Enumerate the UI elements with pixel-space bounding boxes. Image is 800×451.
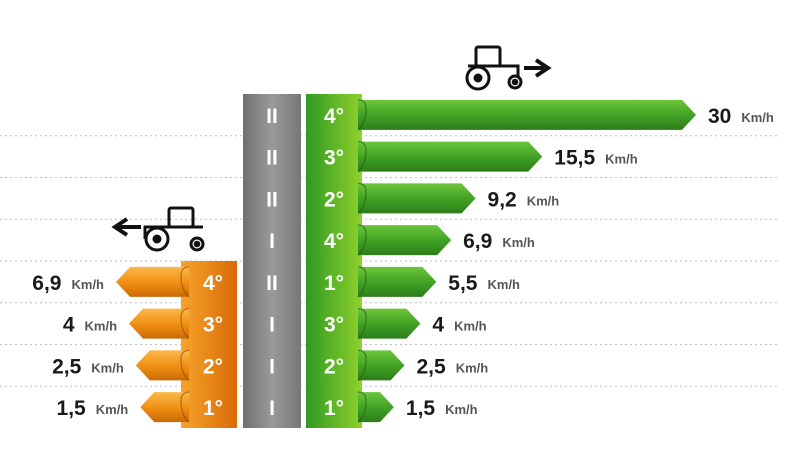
forward-speed-unit: Km/h bbox=[456, 360, 489, 375]
range-label: I bbox=[269, 314, 275, 337]
gridlines bbox=[0, 135, 780, 387]
forward-speed-unit: Km/h bbox=[527, 193, 560, 208]
forward-speed-bar bbox=[358, 266, 437, 297]
range-label: II bbox=[266, 188, 278, 211]
reverse-speed-unit: Km/h bbox=[72, 277, 105, 292]
reverse-speed-unit: Km/h bbox=[96, 402, 129, 417]
forward-gear-label: 1° bbox=[324, 272, 344, 295]
range-label: II bbox=[266, 147, 278, 170]
reverse-gear-column bbox=[181, 261, 237, 428]
forward-speed-unit: Km/h bbox=[605, 152, 638, 167]
range-label: I bbox=[269, 397, 275, 420]
forward-speed-unit: Km/h bbox=[454, 319, 487, 334]
bar-curl bbox=[180, 308, 190, 340]
forward-speed-bar bbox=[358, 141, 543, 172]
reverse-bars bbox=[116, 266, 190, 423]
forward-speed-bar bbox=[358, 183, 476, 214]
forward-bars bbox=[357, 99, 696, 423]
forward-speed-bar bbox=[358, 225, 452, 256]
reverse-speed-bar bbox=[116, 266, 189, 297]
forward-speed-value: 9,2 bbox=[488, 188, 517, 211]
bar-curl bbox=[357, 182, 367, 214]
reverse-speed-unit: Km/h bbox=[85, 319, 118, 334]
forward-speed-value: 2,5 bbox=[417, 355, 447, 378]
bar-curl bbox=[357, 141, 367, 173]
reverse-gear-label: 4° bbox=[203, 272, 223, 295]
range-label: I bbox=[269, 355, 275, 378]
range-label: II bbox=[266, 272, 278, 295]
reverse-gear-label: 3° bbox=[203, 314, 223, 337]
bar-curl bbox=[180, 391, 190, 423]
forward-speed-value: 15,5 bbox=[554, 147, 595, 170]
forward-gear-label: 3° bbox=[324, 147, 344, 170]
forward-speed-bar bbox=[358, 392, 394, 423]
forward-gear-label: 4° bbox=[324, 230, 344, 253]
forward-speed-bar bbox=[358, 350, 405, 381]
bar-curl bbox=[357, 349, 367, 381]
forward-speed-bar bbox=[358, 308, 421, 339]
range-label: I bbox=[269, 230, 275, 253]
chart-labels: 4°II 30 Km/h3°II 15,5 Km/h2°II 9,2 Km/h4°I 6,9 K… bbox=[32, 105, 774, 420]
bar-curl bbox=[357, 308, 367, 340]
reverse-speed-value: 2,5 bbox=[52, 355, 82, 378]
bar-curl bbox=[180, 349, 190, 381]
bar-curl bbox=[180, 266, 190, 298]
forward-gear-label: 3° bbox=[324, 314, 344, 337]
reverse-speed-bar bbox=[140, 392, 189, 423]
reverse-speed-bar bbox=[135, 350, 189, 381]
tractor-forward-icon bbox=[465, 45, 552, 91]
range-label: II bbox=[266, 105, 278, 128]
forward-speed-unit: Km/h bbox=[488, 277, 521, 292]
reverse-gear-label: 2° bbox=[203, 355, 223, 378]
range-column bbox=[243, 94, 301, 428]
reverse-speed-value: 4 bbox=[63, 314, 75, 337]
reverse-speed-bar bbox=[129, 308, 189, 339]
tractor-reverse-icon bbox=[111, 206, 205, 252]
forward-gear-label: 2° bbox=[324, 188, 344, 211]
bar-curl bbox=[357, 99, 367, 131]
forward-gear-label: 2° bbox=[324, 355, 344, 378]
forward-gear-label: 4° bbox=[324, 105, 344, 128]
forward-speed-unit: Km/h bbox=[445, 402, 478, 417]
forward-speed-value: 30 bbox=[708, 105, 731, 128]
forward-gear-column bbox=[306, 94, 362, 428]
forward-speed-unit: Km/h bbox=[741, 110, 774, 125]
reverse-speed-value: 6,9 bbox=[32, 272, 61, 295]
bar-curl bbox=[357, 266, 367, 298]
bar-curl bbox=[357, 224, 367, 256]
forward-speed-bar bbox=[358, 99, 696, 130]
forward-speed-unit: Km/h bbox=[502, 235, 535, 250]
reverse-speed-value: 1,5 bbox=[57, 397, 87, 420]
reverse-gear-label: 1° bbox=[203, 397, 223, 420]
forward-speed-value: 6,9 bbox=[463, 230, 492, 253]
forward-speed-value: 1,5 bbox=[406, 397, 436, 420]
forward-gear-label: 1° bbox=[324, 397, 344, 420]
forward-speed-value: 4 bbox=[432, 314, 444, 337]
bar-curl bbox=[357, 391, 367, 423]
forward-speed-value: 5,5 bbox=[448, 272, 478, 295]
reverse-speed-unit: Km/h bbox=[91, 360, 124, 375]
